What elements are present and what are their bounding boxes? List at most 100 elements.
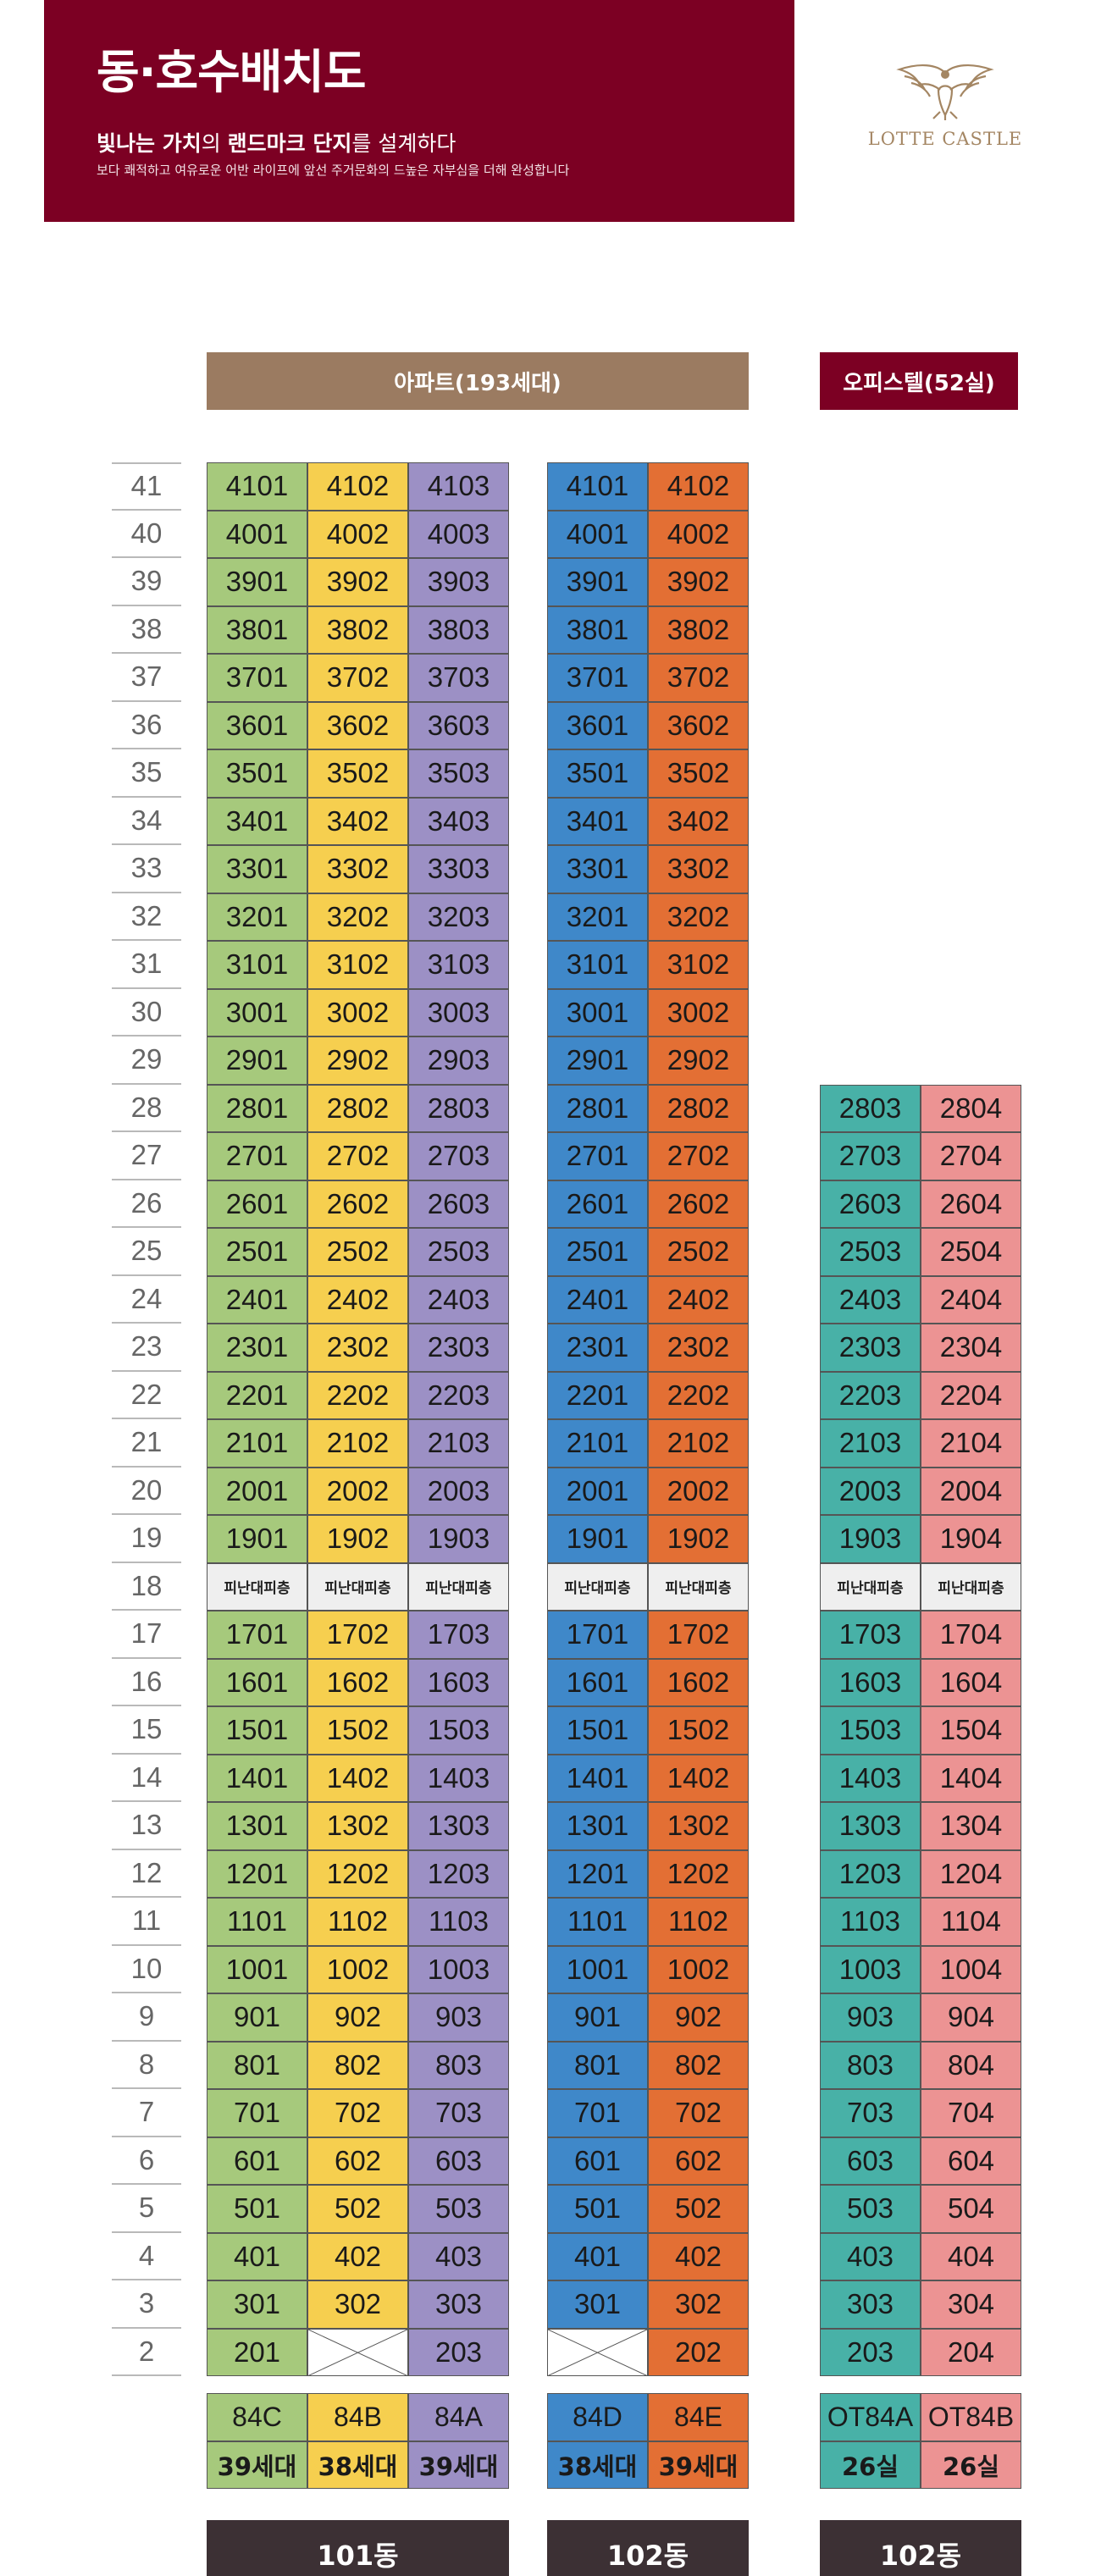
unit-cell: 1702 <box>307 1611 408 1659</box>
unit-cell: 1603 <box>408 1658 509 1706</box>
floor-label: 13 <box>112 1802 181 1850</box>
unit-count-cell: 39세대 <box>207 2441 307 2489</box>
floor-label: 16 <box>112 1659 181 1706</box>
unit-cell: 3301 <box>207 845 307 893</box>
floor-label: 15 <box>112 1706 181 1755</box>
floor-label: 27 <box>112 1132 181 1180</box>
unit-cell: 3301 <box>547 845 648 893</box>
unit-cell: 1101 <box>547 1898 648 1946</box>
unit-count-cell: 26실 <box>820 2441 921 2489</box>
unit-cell: 504 <box>921 2185 1021 2233</box>
unit-cell: 2301 <box>547 1324 648 1372</box>
unit-cell: 2104 <box>921 1419 1021 1468</box>
unit-cell: 1403 <box>408 1754 509 1802</box>
unit-cell: 502 <box>307 2185 408 2233</box>
unit-cell: 2803 <box>820 1084 921 1132</box>
unit-cell: 603 <box>820 2137 921 2185</box>
unit-cell: 3002 <box>648 988 749 1036</box>
floor-label: 40 <box>112 511 181 558</box>
unit-cell: 901 <box>547 1993 648 2042</box>
unit-cell: 3302 <box>648 845 749 893</box>
unit-cell: 2403 <box>408 1275 509 1324</box>
unit-cell: 202 <box>648 2328 749 2376</box>
unit-cell: 3102 <box>648 941 749 989</box>
floor-label: 36 <box>112 702 181 749</box>
unit-cell: 1204 <box>921 1849 1021 1898</box>
unit-cell: 1703 <box>408 1611 509 1659</box>
unit-cell: 2102 <box>648 1419 749 1468</box>
unit-cell: 3403 <box>408 797 509 845</box>
refuge-floor-cell: 피난대피층 <box>207 1562 307 1611</box>
lotte-castle-logo: LOTTE CASTLE <box>855 61 1035 163</box>
unit-cell: 2202 <box>307 1371 408 1419</box>
unit-cell: 1003 <box>820 1945 921 1993</box>
unit-cell: 2504 <box>921 1228 1021 1276</box>
unit-cell: 2002 <box>307 1467 408 1515</box>
unit-type-cell: 84D <box>547 2393 648 2441</box>
unit-cell: 1503 <box>820 1706 921 1755</box>
unit-cell: 3502 <box>648 749 749 798</box>
tagline-strong-1: 빛나는 가치 <box>97 131 202 156</box>
unit-cell: 2201 <box>547 1371 648 1419</box>
unit-cell: 402 <box>648 2232 749 2280</box>
unit-cell: 203 <box>408 2328 509 2376</box>
unit-cell: 2501 <box>547 1228 648 1276</box>
tagline-strong-2: 랜드마크 단지 <box>227 131 352 156</box>
unit-cell: 2303 <box>408 1324 509 1372</box>
floor-label: 28 <box>112 1085 181 1132</box>
unit-cell: 303 <box>820 2280 921 2329</box>
unit-cell: 201 <box>207 2328 307 2376</box>
floor-label: 25 <box>112 1228 181 1276</box>
unit-cell: 301 <box>547 2280 648 2329</box>
unit-cell: 1902 <box>648 1515 749 1563</box>
unit-cell: 1603 <box>820 1658 921 1706</box>
unit-cell: 3501 <box>547 749 648 798</box>
unit-cell: 3502 <box>307 749 408 798</box>
unit-cell: 2204 <box>921 1371 1021 1419</box>
unit-cell: 1103 <box>408 1898 509 1946</box>
unit-cell: 701 <box>547 2089 648 2137</box>
unit-cell: 3803 <box>408 605 509 654</box>
unit-cell: 402 <box>307 2232 408 2280</box>
unit-cell: 503 <box>820 2185 921 2233</box>
unit-cell: 3101 <box>547 941 648 989</box>
unit-cell: 802 <box>307 2041 408 2089</box>
unit-cell: 704 <box>921 2089 1021 2137</box>
unit-cell: 1604 <box>921 1658 1021 1706</box>
unit-cell: 2803 <box>408 1084 509 1132</box>
unit-cell: 3401 <box>547 797 648 845</box>
unit-cell: 1503 <box>408 1706 509 1755</box>
floor-label: 11 <box>112 1898 181 1946</box>
floor-label: 14 <box>112 1755 181 1802</box>
unit-cell: 1701 <box>207 1611 307 1659</box>
unit-cell: 3203 <box>408 893 509 941</box>
unit-cell: 2701 <box>547 1132 648 1180</box>
unit-cell: 1004 <box>921 1945 1021 1993</box>
unit-cell: 302 <box>307 2280 408 2329</box>
unit-cell: 804 <box>921 2041 1021 2089</box>
unit-cell: 2903 <box>408 1036 509 1085</box>
unit-cell: 3901 <box>207 558 307 606</box>
unit-cell: 701 <box>207 2089 307 2137</box>
floor-labels: 41 40 39 38 37 36 35 34 33 32 31 30 29 28 27 26 25 24 23 22… <box>112 462 181 2376</box>
unit-cell: 3702 <box>648 654 749 702</box>
floor-label: 10 <box>112 1946 181 1993</box>
floor-label: 34 <box>112 798 181 845</box>
unit-cell: 1704 <box>921 1611 1021 1659</box>
cross-icon <box>548 2330 647 2376</box>
unit-cell: 3202 <box>648 893 749 941</box>
unit-cell: 203 <box>820 2328 921 2376</box>
floor-label: 6 <box>112 2137 181 2185</box>
unit-cell: 2103 <box>408 1419 509 1468</box>
unit-cell: 1703 <box>820 1611 921 1659</box>
floor-label: 30 <box>112 989 181 1036</box>
floor-label: 38 <box>112 606 181 654</box>
refuge-floor-cell: 피난대피층 <box>921 1562 1021 1611</box>
unit-cell: 703 <box>408 2089 509 2137</box>
unit-cell: 2702 <box>648 1132 749 1180</box>
refuge-floor-cell: 피난대피층 <box>307 1562 408 1611</box>
unit-cell: 4102 <box>307 462 408 511</box>
unit-cell: 3402 <box>307 797 408 845</box>
unit-cell: 1001 <box>207 1945 307 1993</box>
unit-cell: 2801 <box>207 1084 307 1132</box>
